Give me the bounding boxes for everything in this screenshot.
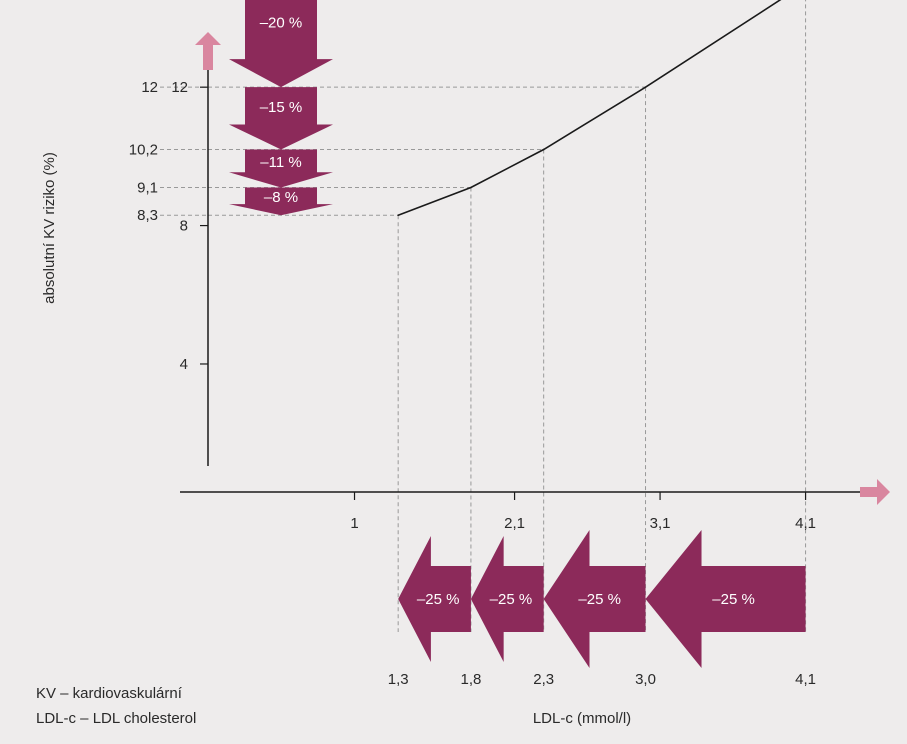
y-ref-label: 8,3 [137, 207, 158, 224]
ldl-reduction-arrow-icon [470, 536, 544, 662]
x-ref-label: 3,0 [635, 671, 656, 688]
series-point [644, 86, 647, 88]
risk-reduction-arrow-icon [229, 0, 333, 88]
series-line [397, 0, 782, 216]
risk-reduction-label: –8 % [264, 189, 298, 206]
risk-reduction-label: –15 % [260, 99, 303, 116]
y-axis-title: absolutní KV riziko (%) [41, 152, 58, 304]
ldl-reduction-arrow-icon [645, 530, 806, 668]
x-axis-arrow-icon [860, 479, 890, 505]
x-ref-label: 1,8 [460, 671, 481, 688]
x-tick-label: 2,1 [504, 515, 525, 532]
risk-reduction-label: –20 % [260, 14, 303, 31]
ldl-reduction-arrows: –25 % –25 % –25 % –25 % [398, 530, 806, 668]
ldl-reduction-label: –25 % [578, 591, 621, 608]
x-tick-label: 3,1 [650, 515, 671, 532]
ldl-reduction-label: –25 % [490, 591, 533, 608]
x-axis-title: LDL-c (mmol/l) [533, 710, 631, 727]
x-ref-label: 2,3 [533, 671, 554, 688]
ldl-reduction-label: –25 % [417, 591, 460, 608]
series-point [397, 214, 399, 216]
series-group [397, 0, 782, 216]
series-point [542, 148, 545, 151]
y-ref-label: 12 [141, 79, 158, 96]
risk-reduction-label: –11 % [260, 154, 301, 171]
y-ref-label: 9,1 [137, 180, 158, 197]
x-ref-label: 4,1 [795, 671, 816, 688]
risk-reduction-arrow-icon [229, 187, 333, 216]
x-ref-label: 1,3 [388, 671, 409, 688]
y-tick-label: 12 [171, 79, 188, 96]
y-ticks: 481216 [171, 79, 208, 373]
ldl-reduction-arrow-icon [398, 536, 471, 662]
legend-note-ldl: LDL-c – LDL cholesterol [36, 710, 196, 727]
y-tick-label: 4 [180, 356, 188, 373]
risk-reduction-arrow-icon [229, 87, 333, 150]
y-axis-arrow-icon [195, 32, 221, 70]
risk-reduction-arrow-icon [229, 149, 333, 188]
risk-reduction-arrows: –20 % –15 % –11 % –8 % [229, 0, 333, 216]
y-tick-label: 8 [180, 218, 188, 235]
x-tick-label: 1 [350, 515, 358, 532]
x-tick-label: 4,1 [795, 515, 816, 532]
axes [180, 32, 890, 505]
legend-note-kv: KV – kardiovaskulární [36, 685, 183, 702]
y-ref-label: 10,2 [129, 141, 158, 158]
ldl-reduction-arrow-icon [543, 530, 646, 668]
series-point [470, 186, 472, 189]
ldl-reduction-label: –25 % [712, 591, 755, 608]
x-ticks: 1 2,1 3,1 4,1 [350, 492, 816, 532]
